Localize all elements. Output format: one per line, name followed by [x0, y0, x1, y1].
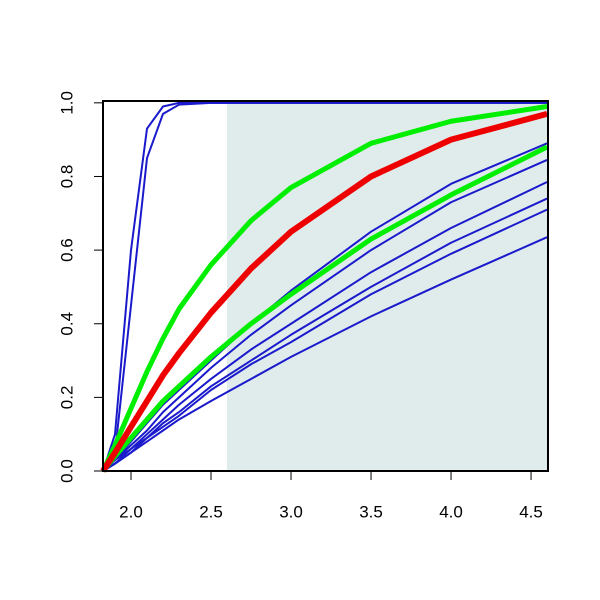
y-tick-label: 0.0: [57, 459, 76, 483]
x-tick-label: 4.5: [519, 502, 543, 521]
line: [102, 101, 548, 472]
x-tick-label: 2.0: [119, 502, 143, 521]
line: [100, 104, 548, 473]
y-tick-label: 0.4: [57, 312, 76, 336]
y-tick-label: 0.2: [57, 386, 76, 410]
x-tick-label: 3.5: [359, 502, 383, 521]
y-tick-label: 1.0: [57, 91, 76, 115]
line: [101, 144, 549, 473]
x-tick-label: 2.5: [199, 502, 223, 521]
line: [102, 197, 548, 472]
plot-box: [102, 100, 549, 472]
x-tick-label: 4.0: [439, 502, 463, 521]
x-tick-label: 3.0: [279, 502, 303, 521]
line: [100, 110, 548, 473]
y-tick-label: 0.8: [57, 165, 76, 189]
line: [102, 236, 548, 472]
line: [102, 158, 548, 472]
y-tick-label: 0.6: [57, 238, 76, 262]
